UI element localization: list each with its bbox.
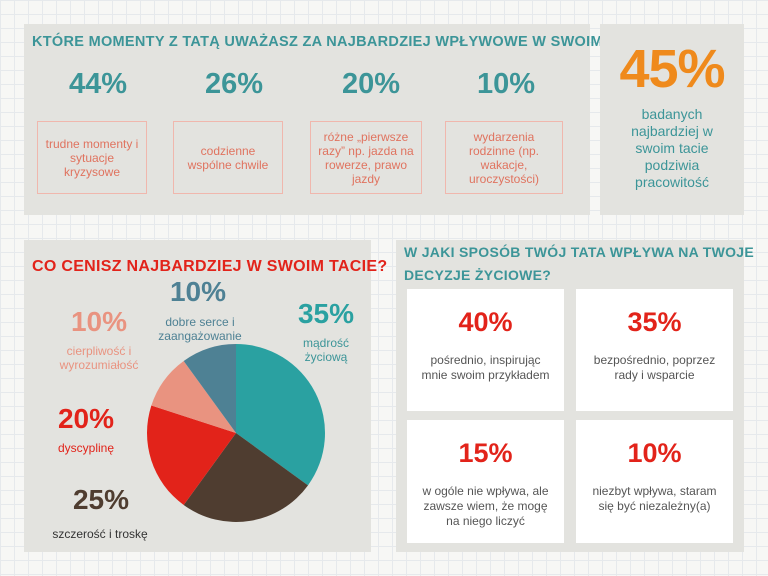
moment-pct-2: 26% bbox=[204, 68, 264, 100]
admire-panel: 45% badanych najbardziej w swoim tacie p… bbox=[600, 24, 744, 215]
decision-card-2: 35% bezpośrednio, poprzez rady i wsparci… bbox=[576, 289, 733, 411]
pie-label-heart: dobre serce i zaangażowanie bbox=[158, 315, 242, 343]
decision-pct-4: 10% bbox=[627, 438, 682, 468]
pie-label-wisdom: mądrość życiową bbox=[302, 336, 349, 364]
values-panel: CO CENISZ NAJBARDZIEJ W SWOIM TACIE? 10%… bbox=[24, 240, 387, 552]
moment-label-1: trudne momenty i sytuacje kryzysowe bbox=[37, 121, 147, 194]
moment-label-2: codzienne wspólne chwile bbox=[173, 121, 283, 194]
moment-label-4: wydarzenia rodzinne (np. wakacje, uroczy… bbox=[445, 121, 563, 194]
decision-card-4: 10% niezbyt wpływa, staram się być nieza… bbox=[576, 420, 733, 543]
pie-slice-2 bbox=[183, 433, 309, 522]
chart-title: CO CENISZ NAJBARDZIEJ W SWOIM TACIE? bbox=[32, 258, 388, 275]
decisions-title-2: DECYZJE ŻYCIOWE? bbox=[404, 267, 552, 283]
pie-pct-heart: 10% bbox=[169, 276, 227, 307]
decision-card-3: 15% w ogóle nie wpływa, ale zawsze wiem,… bbox=[407, 420, 564, 543]
pie-slice-3 bbox=[147, 405, 236, 506]
pie-pct-patience: 10% bbox=[70, 306, 128, 337]
pie-label-honesty: szczerość i troskę bbox=[52, 527, 148, 541]
decisions-panel: W JAKI SPOSÓB TWÓJ TATA WPŁYWA NA TWOJE … bbox=[396, 240, 754, 552]
admire-pct: 45% bbox=[619, 39, 725, 99]
pie-slice-4 bbox=[151, 360, 236, 433]
pie-pct-honesty: 25% bbox=[72, 484, 130, 515]
decision-text-3: w ogóle nie wpływa, ale zawsze wiem, że … bbox=[422, 484, 549, 528]
decision-text-2: bezpośrednio, poprzez rady i wsparcie bbox=[593, 353, 716, 382]
decisions-title-1: W JAKI SPOSÓB TWÓJ TATA WPŁYWA NA TWOJE bbox=[404, 244, 755, 260]
pie-slice-5 bbox=[183, 344, 236, 433]
moments-panel: KTÓRE MOMENTY Z TATĄ UWAŻASZ ZA NAJBARDZ… bbox=[24, 24, 661, 215]
pie-pct-discipline: 20% bbox=[57, 403, 115, 434]
moments-title: KTÓRE MOMENTY Z TATĄ UWAŻASZ ZA NAJBARDZ… bbox=[32, 34, 662, 50]
decision-pct-3: 15% bbox=[458, 438, 513, 468]
moment-pct-4: 10% bbox=[476, 68, 536, 100]
decision-text-1: pośrednio, inspirując mnie swoim przykła… bbox=[421, 353, 550, 382]
pie-pct-wisdom: 35% bbox=[297, 298, 355, 329]
pie-label-patience: cierpliwość i wyrozumiałość bbox=[59, 344, 139, 372]
pie-label-discipline: dyscyplinę bbox=[57, 441, 115, 455]
decision-card-1: 40% pośrednio, inspirując mnie swoim prz… bbox=[407, 289, 564, 411]
decision-pct-1: 40% bbox=[458, 307, 513, 337]
moment-label-3: różne „pierwsze razy” np. jazda na rower… bbox=[310, 121, 422, 194]
decision-text-4: niezbyt wpływa, staram się być niezależn… bbox=[592, 484, 717, 513]
pie-slice-1 bbox=[236, 344, 325, 486]
decision-pct-2: 35% bbox=[627, 307, 682, 337]
admire-text: badanych najbardziej w swoim tacie podzi… bbox=[631, 106, 713, 190]
moment-pct-3: 20% bbox=[341, 68, 401, 100]
moment-pct-1: 44% bbox=[68, 68, 128, 100]
pie-chart bbox=[147, 344, 325, 522]
